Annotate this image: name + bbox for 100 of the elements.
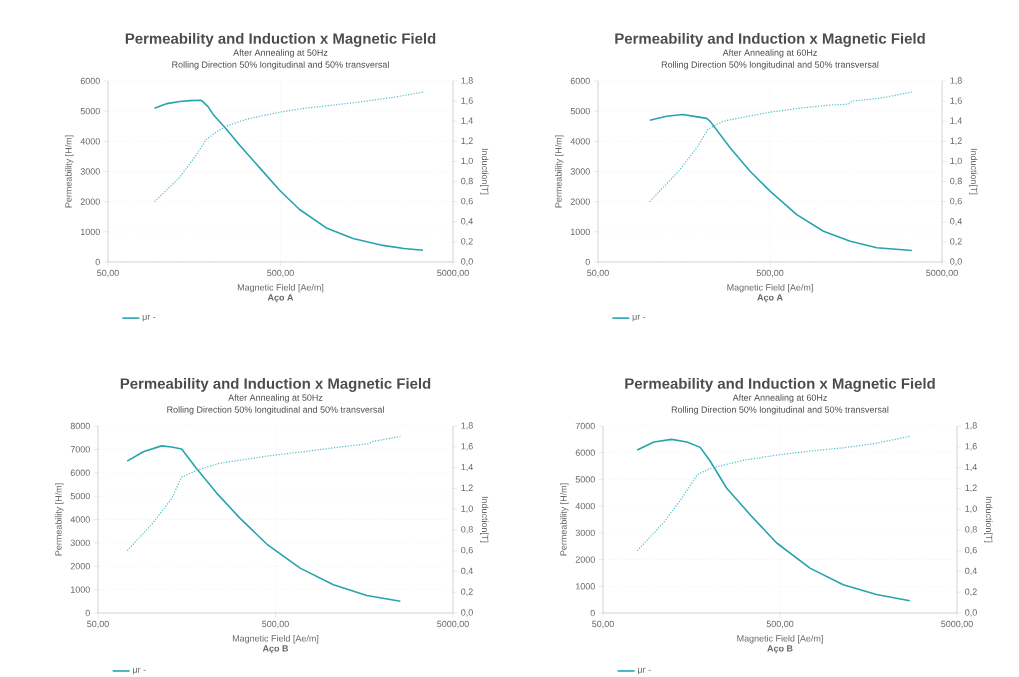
y2-tick-label: 1,8 bbox=[461, 77, 473, 85]
y-tick-label: 6000 bbox=[70, 469, 90, 476]
y2-tick-label: 1,4 bbox=[461, 463, 473, 472]
y-tick-label: 7000 bbox=[70, 446, 90, 453]
y2-tick-label: 0,6 bbox=[461, 546, 473, 555]
y2-tick-label: 1,8 bbox=[950, 77, 962, 85]
y2-tick-label: 0,6 bbox=[965, 546, 977, 555]
x-tick-label: 500,00 bbox=[756, 269, 784, 278]
y-tick-label: 4000 bbox=[575, 502, 595, 510]
text: Aço A bbox=[267, 294, 294, 303]
y2-tick-label: 1,0 bbox=[461, 157, 473, 166]
text: Rolling Direction 50% longitudinal and 50% transversal bbox=[661, 61, 879, 70]
x-tick-label: 50,00 bbox=[587, 269, 609, 278]
y-tick-label: 3000 bbox=[570, 168, 590, 175]
chart-subtitle: After Annealing at 60Hz bbox=[732, 394, 827, 403]
y-tick-label: 0 bbox=[590, 609, 595, 617]
y-tick-label: 5000 bbox=[570, 107, 590, 115]
y-tick-label: 1000 bbox=[575, 583, 595, 590]
y2-tick-label: 1,2 bbox=[965, 484, 977, 493]
legend-label: μr - bbox=[133, 667, 146, 675]
y2-tick-label: 0,4 bbox=[965, 567, 977, 576]
chart-subtitle: After Annealing at 50Hz bbox=[228, 394, 323, 403]
y-tick-label: 0 bbox=[85, 609, 90, 617]
y2-tick-label: 0,2 bbox=[965, 588, 977, 596]
y2-tick-label: 1,6 bbox=[461, 443, 473, 451]
legend-label: μr - bbox=[142, 314, 156, 322]
y-tick-label: 2000 bbox=[70, 563, 90, 570]
chart-title: Permeability and Induction x Magnetic Field bbox=[625, 377, 935, 392]
y2-tick-label: 1,4 bbox=[965, 463, 977, 472]
y2-tick-label: 1,4 bbox=[950, 117, 962, 125]
y-tick-label: 6000 bbox=[80, 77, 100, 85]
text: Aço A bbox=[757, 294, 783, 303]
y2-tick-label: 0,6 bbox=[461, 197, 473, 206]
y2-tick-label: 0,2 bbox=[461, 588, 473, 596]
x-tick-label: 500,00 bbox=[267, 269, 294, 278]
y2-tick-label: 0,8 bbox=[950, 177, 962, 186]
text: Aço B bbox=[262, 645, 289, 654]
y2-tick-label: 0,4 bbox=[950, 218, 962, 226]
y2-tick-label: 0,0 bbox=[965, 609, 977, 617]
y-tick-label: 3000 bbox=[70, 539, 90, 547]
y2-tick-label: 1,6 bbox=[461, 97, 473, 105]
y2-tick-label: 1,6 bbox=[965, 443, 977, 451]
y-tick-label: 5000 bbox=[80, 107, 100, 115]
y-tick-label: 5000 bbox=[575, 476, 595, 483]
chart-title: Permeability and Induction x Magnetic Field bbox=[125, 32, 436, 47]
y2-tick-label: 1,0 bbox=[950, 157, 962, 166]
y2-tick-label: 1,2 bbox=[950, 137, 962, 146]
y-tick-label: 0 bbox=[95, 258, 100, 266]
y2-tick-label: 0,0 bbox=[950, 258, 962, 266]
y2-tick-label: 0,0 bbox=[461, 258, 473, 266]
y2-tick-label: 1,8 bbox=[461, 422, 473, 430]
y-tick-label: 6000 bbox=[575, 449, 595, 456]
y2-tick-label: 0,4 bbox=[461, 218, 473, 226]
y2-tick-label: 0,8 bbox=[461, 526, 473, 534]
x-tick-label: 5000,00 bbox=[437, 620, 469, 629]
text: Rolling Direction 50% longitudinal and 50% transversal bbox=[671, 406, 889, 415]
y2-tick-label: 0,2 bbox=[461, 238, 473, 246]
y2-axis-title: Induction[T] bbox=[480, 496, 489, 543]
y2-tick-label: 0,0 bbox=[461, 609, 473, 617]
x-axis-title: Magnetic Field [Ae/m] bbox=[737, 635, 823, 644]
x-tick-label: 50,00 bbox=[97, 269, 119, 278]
text: Rolling Direction 50% longitudinal and 50% transversal bbox=[167, 406, 384, 415]
y-axis-title: Permeability [H/m] bbox=[55, 483, 64, 556]
x-axis-title: Magnetic Field [Ae/m] bbox=[237, 284, 324, 293]
y-tick-label: 2000 bbox=[80, 198, 100, 205]
y-axis-title: Permeability [H/m] bbox=[65, 135, 74, 208]
chart-title: Permeability and Induction x Magnetic Field bbox=[615, 32, 925, 47]
y2-tick-label: 1,2 bbox=[461, 137, 473, 146]
text: Aço B bbox=[767, 645, 793, 654]
x-tick-label: 5000,00 bbox=[926, 269, 958, 278]
text: Rolling Direction 50% longitudinal and 50% transversal bbox=[172, 61, 389, 70]
y-tick-label: 4000 bbox=[70, 516, 90, 523]
y2-tick-label: 1,8 bbox=[965, 422, 977, 430]
y2-tick-label: 0,4 bbox=[461, 567, 473, 576]
y-tick-label: 2000 bbox=[570, 198, 590, 205]
y-tick-label: 1000 bbox=[70, 586, 90, 593]
x-tick-label: 5000,00 bbox=[941, 620, 973, 629]
y2-axis-title: Induction[T] bbox=[480, 148, 489, 195]
y-tick-label: 3000 bbox=[80, 168, 100, 175]
y-tick-label: 4000 bbox=[570, 138, 590, 145]
y-tick-label: 7000 bbox=[575, 422, 595, 430]
y-tick-label: 1000 bbox=[570, 228, 590, 236]
chart-subtitle: After Annealing at 60Hz bbox=[722, 49, 817, 58]
y-tick-label: 8000 bbox=[70, 422, 90, 430]
legend-label: μr - bbox=[632, 314, 646, 322]
y2-tick-label: 0,6 bbox=[950, 197, 962, 206]
y-tick-label: 6000 bbox=[570, 77, 590, 85]
y-tick-label: 2000 bbox=[575, 556, 595, 563]
x-tick-label: 500,00 bbox=[766, 620, 794, 629]
y2-axis-title: Induction[T] bbox=[969, 148, 978, 195]
y2-tick-label: 0,8 bbox=[461, 177, 473, 186]
x-tick-label: 500,00 bbox=[262, 620, 289, 629]
y2-tick-label: 1,0 bbox=[461, 505, 473, 513]
x-axis-title: Magnetic Field [Ae/m] bbox=[232, 635, 319, 644]
y-tick-label: 1000 bbox=[80, 228, 100, 236]
x-tick-label: 50,00 bbox=[592, 620, 614, 629]
y-tick-label: 4000 bbox=[80, 138, 100, 145]
legend-label: μr - bbox=[638, 667, 651, 675]
x-axis-title: Magnetic Field [Ae/m] bbox=[727, 284, 813, 293]
y2-tick-label: 1,0 bbox=[965, 505, 977, 513]
